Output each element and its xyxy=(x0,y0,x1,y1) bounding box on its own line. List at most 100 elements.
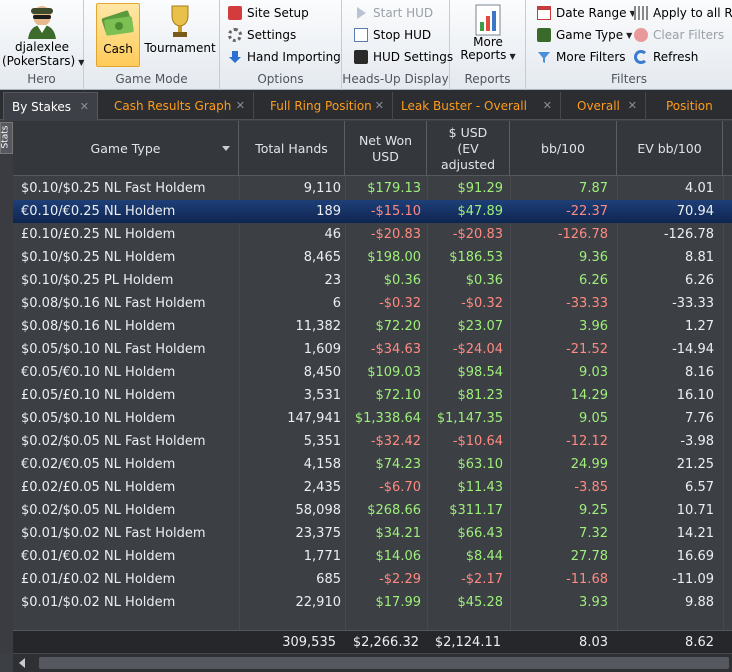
report-tab-bar: By Stakes ✕ Cash Results Graph ✕ Full Ring… xyxy=(0,90,732,120)
site-setup-button[interactable]: Site Setup xyxy=(228,3,309,23)
table-row[interactable]: $0.08/$0.16 NL Holdem 11,382 $72.20 $23.07 3… xyxy=(13,315,732,338)
column-header-bb100[interactable]: bb/100 xyxy=(510,121,617,176)
cell-ev-bb100: 1.27 xyxy=(685,319,714,334)
group-label-options: Options xyxy=(257,72,304,86)
date-range-button[interactable]: Date Range ▼ xyxy=(537,3,636,23)
table-row[interactable]: $0.10/$0.25 NL Holdem 8,465 $198.00 $186.53… xyxy=(13,246,732,269)
tab-by-stakes[interactable]: By Stakes ✕ xyxy=(3,92,98,120)
cell-bb100: -21.52 xyxy=(566,342,608,357)
hud-settings-button[interactable]: HUD Settings xyxy=(354,47,453,67)
hud-group: Start HUD Stop HUD HUD Settings Heads-Up… xyxy=(342,0,453,90)
column-header-net-won[interactable]: Net Won USD xyxy=(345,121,427,176)
table-row[interactable]: £0.02/£0.05 NL Holdem 2,435 -$6.70 $11.43 -3… xyxy=(13,476,732,499)
tab-label: Overall xyxy=(577,99,620,113)
stop-icon xyxy=(354,28,368,42)
apply-to-all-button[interactable]: Apply to all Rep xyxy=(634,3,732,23)
tab-position[interactable]: Position xyxy=(658,92,732,120)
scroll-thumb[interactable] xyxy=(39,657,729,669)
settings-button[interactable]: Settings xyxy=(228,25,296,45)
cell-ev-bb100: 6.57 xyxy=(685,480,714,495)
tab-cash-results-graph[interactable]: Cash Results Graph ✕ xyxy=(106,92,254,120)
cell-net-won: $72.20 xyxy=(375,319,422,334)
table-row[interactable]: £0.05/£0.10 NL Holdem 3,531 $72.10 $81.23 14… xyxy=(13,384,732,407)
grid-header: Game Type Total Hands Net Won USD $ USD (E… xyxy=(13,121,732,176)
table-row[interactable]: $0.02/$0.05 NL Fast Holdem 5,351 -$32.42 -$… xyxy=(13,430,732,453)
more-reports-label-1: More xyxy=(473,35,503,49)
close-icon[interactable]: ✕ xyxy=(542,99,552,112)
table-row[interactable]: $0.10/$0.25 NL Fast Holdem 9,110 $179.13 $9… xyxy=(13,177,732,200)
clear-icon xyxy=(634,28,648,42)
game-mode-group: Cash Tournament Game Mode xyxy=(84,0,220,90)
tournament-mode-button[interactable]: Tournament xyxy=(142,3,218,55)
table-row[interactable]: $0.10/$0.25 PL Holdem 23 $0.36 $0.36 6.26 6.2… xyxy=(13,269,732,292)
table-row[interactable]: €0.02/€0.05 NL Holdem 4,158 $74.23 $63.10 24… xyxy=(13,453,732,476)
stats-side-tab[interactable]: Stats xyxy=(0,122,13,154)
table-row[interactable]: $0.05/$0.10 NL Holdem 147,941 $1,338.64 $1,… xyxy=(13,407,732,430)
cell-total-hands: 189 xyxy=(316,204,341,219)
cell-total-hands: 2,435 xyxy=(303,480,341,495)
stop-hud-label: Stop HUD xyxy=(373,28,432,42)
cell-net-won: $0.36 xyxy=(383,273,421,288)
table-row[interactable]: £0.10/£0.25 NL Holdem 46 -$20.83 -$20.83 -12… xyxy=(13,223,732,246)
cell-total-hands: 8,465 xyxy=(303,250,341,265)
cash-mode-button[interactable]: Cash xyxy=(96,3,140,67)
cell-net-won: $179.13 xyxy=(367,181,421,196)
scroll-left-icon[interactable] xyxy=(19,658,25,668)
hero-group: djalexlee (PokerStars) ▼ Hero xyxy=(0,0,84,90)
cell-game-type: $0.08/$0.16 NL Holdem xyxy=(21,319,176,334)
game-type-button[interactable]: Game Type ▼ xyxy=(537,25,632,45)
start-hud-label: Start HUD xyxy=(373,6,434,20)
hero-selector[interactable]: djalexlee (PokerStars) ▼ xyxy=(2,3,84,70)
site-setup-icon xyxy=(228,6,242,20)
column-header-game-type[interactable]: Game Type xyxy=(13,121,239,176)
cell-bb100: 9.05 xyxy=(579,411,608,426)
horizontal-scrollbar[interactable] xyxy=(13,653,732,672)
stop-hud-button[interactable]: Stop HUD xyxy=(354,25,431,45)
table-row[interactable]: $0.01/$0.02 NL Holdem 22,910 $17.99 $45.28 3… xyxy=(13,591,732,614)
table-row[interactable]: $0.08/$0.16 NL Fast Holdem 6 -$0.32 -$0.32 -… xyxy=(13,292,732,315)
table-row[interactable]: $0.05/$0.10 NL Fast Holdem 1,609 -$34.63 -$… xyxy=(13,338,732,361)
cell-total-hands: 147,941 xyxy=(287,411,341,426)
cell-net-won: -$6.70 xyxy=(379,480,421,495)
cell-ev-adjusted: $91.29 xyxy=(457,181,504,196)
more-reports-button[interactable]: More Reports ▼ xyxy=(454,4,522,63)
chevron-down-icon: ▼ xyxy=(626,30,633,40)
tab-overall[interactable]: Overall ✕ xyxy=(569,92,646,120)
cell-game-type: €0.10/€0.25 NL Holdem xyxy=(21,204,176,219)
cell-ev-adjusted: $98.54 xyxy=(457,365,504,380)
cell-net-won: $14.06 xyxy=(375,549,422,564)
table-row[interactable]: $0.02/$0.05 NL Holdem 58,098 $268.66 $311.1… xyxy=(13,499,732,522)
tab-full-ring-position[interactable]: Full Ring Position ✕ xyxy=(262,92,393,120)
table-row[interactable]: £0.01/£0.02 NL Holdem 685 -$2.29 -$2.17 -11.… xyxy=(13,568,732,591)
close-icon[interactable]: ✕ xyxy=(374,99,384,112)
table-row[interactable]: €0.05/€0.10 NL Holdem 8,450 $109.03 $98.54 9… xyxy=(13,361,732,384)
column-header-total-hands[interactable]: Total Hands xyxy=(239,121,345,176)
clear-filters-button[interactable]: Clear Filters xyxy=(634,25,724,45)
hand-importing-button[interactable]: Hand Importing xyxy=(228,47,341,67)
cell-bb100: -12.12 xyxy=(566,434,608,449)
report-icon xyxy=(475,4,501,36)
start-hud-button[interactable]: Start HUD xyxy=(354,3,433,23)
close-icon[interactable]: ✕ xyxy=(235,99,245,112)
cell-total-hands: 4,158 xyxy=(303,457,341,472)
cell-game-type: $0.02/$0.05 NL Holdem xyxy=(21,503,176,518)
tab-leak-buster-overall[interactable]: Leak Buster - Overall ✕ xyxy=(393,92,561,120)
column-header-ev-bb100[interactable]: EV bb/100 xyxy=(617,121,723,176)
play-icon xyxy=(354,6,368,20)
cell-bb100: -126.78 xyxy=(557,227,608,242)
cell-total-hands: 3,531 xyxy=(303,388,341,403)
table-row[interactable]: €0.10/€0.25 NL Holdem 189 -$15.10 $47.89 -22… xyxy=(13,200,732,223)
cell-game-type: $0.10/$0.25 PL Holdem xyxy=(21,273,174,288)
cell-bb100: 9.03 xyxy=(579,365,608,380)
cell-game-type: £0.01/£0.02 NL Holdem xyxy=(21,572,176,587)
table-row[interactable]: $0.01/$0.02 NL Fast Holdem 23,375 $34.21 $6… xyxy=(13,522,732,545)
column-divider xyxy=(510,176,511,631)
close-icon[interactable]: ✕ xyxy=(627,99,637,112)
column-header-ev-adjusted[interactable]: $ USD (EV adjusted xyxy=(427,121,510,176)
cell-net-won: -$32.42 xyxy=(370,434,421,449)
refresh-button[interactable]: Refresh xyxy=(634,47,698,67)
more-filters-button[interactable]: More Filters xyxy=(537,47,626,67)
close-icon[interactable]: ✕ xyxy=(79,100,89,113)
table-row[interactable]: €0.01/€0.02 NL Holdem 1,771 $14.06 $8.44 27.… xyxy=(13,545,732,568)
cell-bb100: 27.78 xyxy=(570,549,608,564)
